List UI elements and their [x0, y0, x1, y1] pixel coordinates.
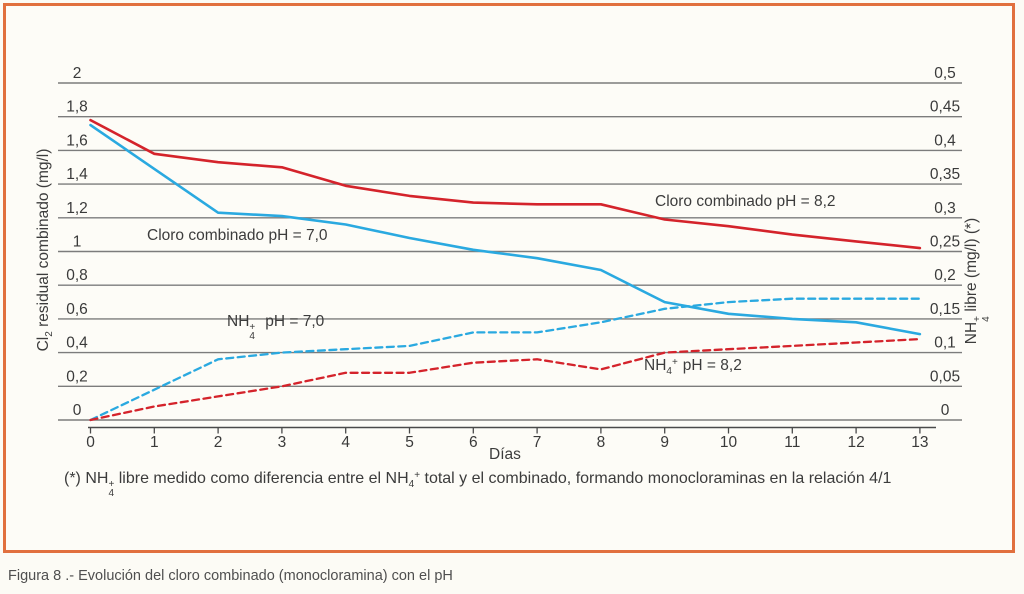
x-axis-tick-label: 6 — [469, 434, 478, 451]
right-axis-tick-label: 0,15 — [930, 301, 960, 318]
x-axis-tick-label: 4 — [341, 434, 350, 451]
right-axis-tick-label: 0 — [941, 402, 950, 419]
right-axis-title: NH +4 libre (mg/l) (*) — [962, 217, 992, 345]
series-label-nh4-ph82: NH4+ pH = 8,2 — [644, 357, 742, 377]
x-axis-tick-label: 1 — [150, 434, 159, 451]
x-axis-tick-label: 0 — [86, 434, 95, 451]
left-axis-title: Cl2 residual combinado (mg/l) — [35, 148, 55, 352]
x-axis-title: Días — [489, 446, 521, 463]
series-line-nh4-ph70 — [89, 297, 922, 422]
footnote-nh4-supsub: +4 — [108, 479, 115, 500]
x-axis-tick-label: 7 — [533, 434, 542, 451]
left-axis-tick-label: 0,4 — [66, 335, 88, 352]
x-axis-tick-label: 9 — [660, 434, 669, 451]
series-line-cloro-ph70 — [89, 123, 922, 336]
x-axis-tick-label: 12 — [847, 434, 864, 451]
left-axis-tick-label: 1 — [73, 234, 82, 251]
figure-border-box — [3, 3, 1015, 553]
x-axis-tick-label: 11 — [784, 434, 800, 451]
left-axis-tick-label: 0 — [73, 402, 82, 419]
left-axis-tick-label: 1,4 — [66, 166, 88, 183]
left-axis-tick-label: 1,8 — [66, 99, 88, 116]
right-axis-tick-label: 0,3 — [934, 200, 956, 217]
right-axis-tick-label: 0,35 — [930, 166, 960, 183]
series-line-nh4-ph82 — [89, 337, 922, 422]
left-axis-tick-label: 2 — [73, 65, 82, 82]
x-axis-tick-label: 5 — [405, 434, 414, 451]
right-axis-tick-label: 0,4 — [934, 132, 956, 149]
footnote: (*) NH +4 libre medido como diferencia en… — [64, 470, 892, 500]
right-axis-tick-label: 0,5 — [934, 65, 956, 82]
nh4-supsub: +4 — [249, 322, 256, 343]
right-axis-tick-label: 0,45 — [930, 99, 960, 116]
right-axis-tick-label: 0,05 — [930, 368, 960, 385]
x-axis-tick-label: 8 — [597, 434, 606, 451]
series-label-nh4-ph70: NH +4 pH = 7,0 — [227, 313, 325, 343]
left-axis-tick-label: 0,6 — [66, 301, 88, 318]
right-axis-tick-label: 0,2 — [934, 267, 956, 284]
left-axis-tick-label: 0,8 — [66, 267, 88, 284]
right-axis-title-base: NH — [962, 321, 980, 345]
x-axis-tick-label: 10 — [720, 434, 738, 451]
left-axis-tick-label: 1,6 — [66, 132, 88, 149]
right-axis-title-rest: libre (mg/l) (*) — [962, 217, 980, 316]
figure-caption: Figura 8 .- Evolución del cloro combinad… — [8, 568, 453, 584]
right-axis-title-supsub: +4 — [971, 315, 992, 322]
x-axis-tick-label: 3 — [278, 434, 287, 451]
left-axis-title-sub: 2 — [44, 331, 55, 337]
right-axis-tick-label: 0,25 — [930, 234, 960, 251]
x-axis-tick-label: 13 — [911, 434, 928, 451]
x-axis-tick-label: 2 — [214, 434, 223, 451]
right-axis-tick-label: 0,1 — [934, 335, 956, 352]
left-axis-title-rest: residual combinado (mg/l) — [35, 148, 52, 332]
left-axis-tick-label: 0,2 — [66, 368, 88, 385]
series-label-cloro-ph70: Cloro combinado pH = 7,0 — [147, 227, 328, 244]
series-line-cloro-ph82 — [89, 118, 922, 250]
series-label-cloro-ph82: Cloro combinado pH = 8,2 — [655, 193, 836, 210]
left-axis-tick-label: 1,2 — [66, 200, 88, 217]
left-axis-title-base: Cl — [35, 336, 52, 352]
